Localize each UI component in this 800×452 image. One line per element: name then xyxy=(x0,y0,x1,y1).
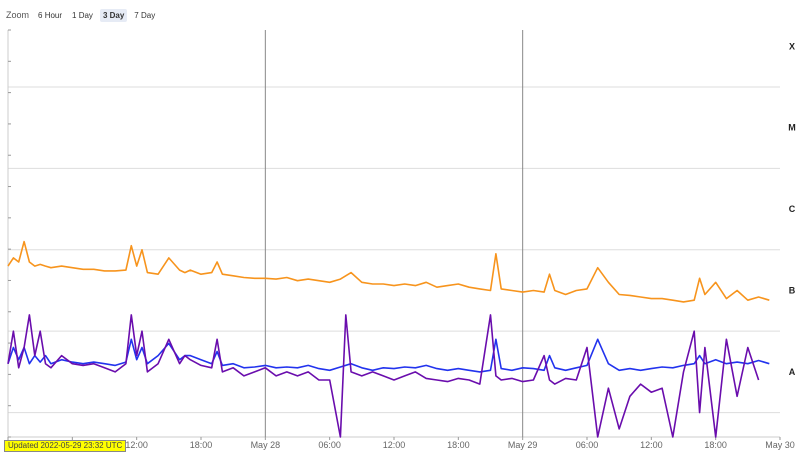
x-tick-label: 18:00 xyxy=(447,440,470,450)
series-line-orange xyxy=(7,240,770,303)
x-tick-label: 18:00 xyxy=(190,440,213,450)
zoom-3-day-button[interactable]: 3 Day xyxy=(99,8,128,22)
class-label-a: A xyxy=(789,367,796,377)
x-tick-label: 12:00 xyxy=(383,440,406,450)
x-tick-label: May 28 xyxy=(251,440,281,450)
x-tick-label: 06:00 xyxy=(576,440,599,450)
x-tick-label: 12:00 xyxy=(640,440,663,450)
class-label-c: C xyxy=(789,204,796,214)
series-line-purple xyxy=(7,314,760,438)
class-label-x: X xyxy=(789,41,795,51)
x-tick-label: 12:00 xyxy=(125,440,148,450)
x-tick-label: 18:00 xyxy=(704,440,727,450)
x-tick-label: May 29 xyxy=(508,440,538,450)
x-tick-label: May 30 xyxy=(765,440,795,450)
x-tick-label: 06:00 xyxy=(318,440,341,450)
updated-timestamp: Updated 2022-05-29 23:32 UTC xyxy=(4,440,127,452)
zoom-bar: Zoom 6 Hour 1 Day 3 Day 7 Day xyxy=(6,6,158,24)
class-label-m: M xyxy=(788,123,796,133)
zoom-1-day-button[interactable]: 1 Day xyxy=(72,10,93,20)
zoom-label: Zoom xyxy=(6,10,30,20)
zoom-7-day-button[interactable]: 7 Day xyxy=(134,10,156,20)
class-label-b: B xyxy=(789,285,796,295)
series-line-blue xyxy=(7,338,770,373)
zoom-6-hour-button[interactable]: 6 Hour xyxy=(38,10,63,20)
